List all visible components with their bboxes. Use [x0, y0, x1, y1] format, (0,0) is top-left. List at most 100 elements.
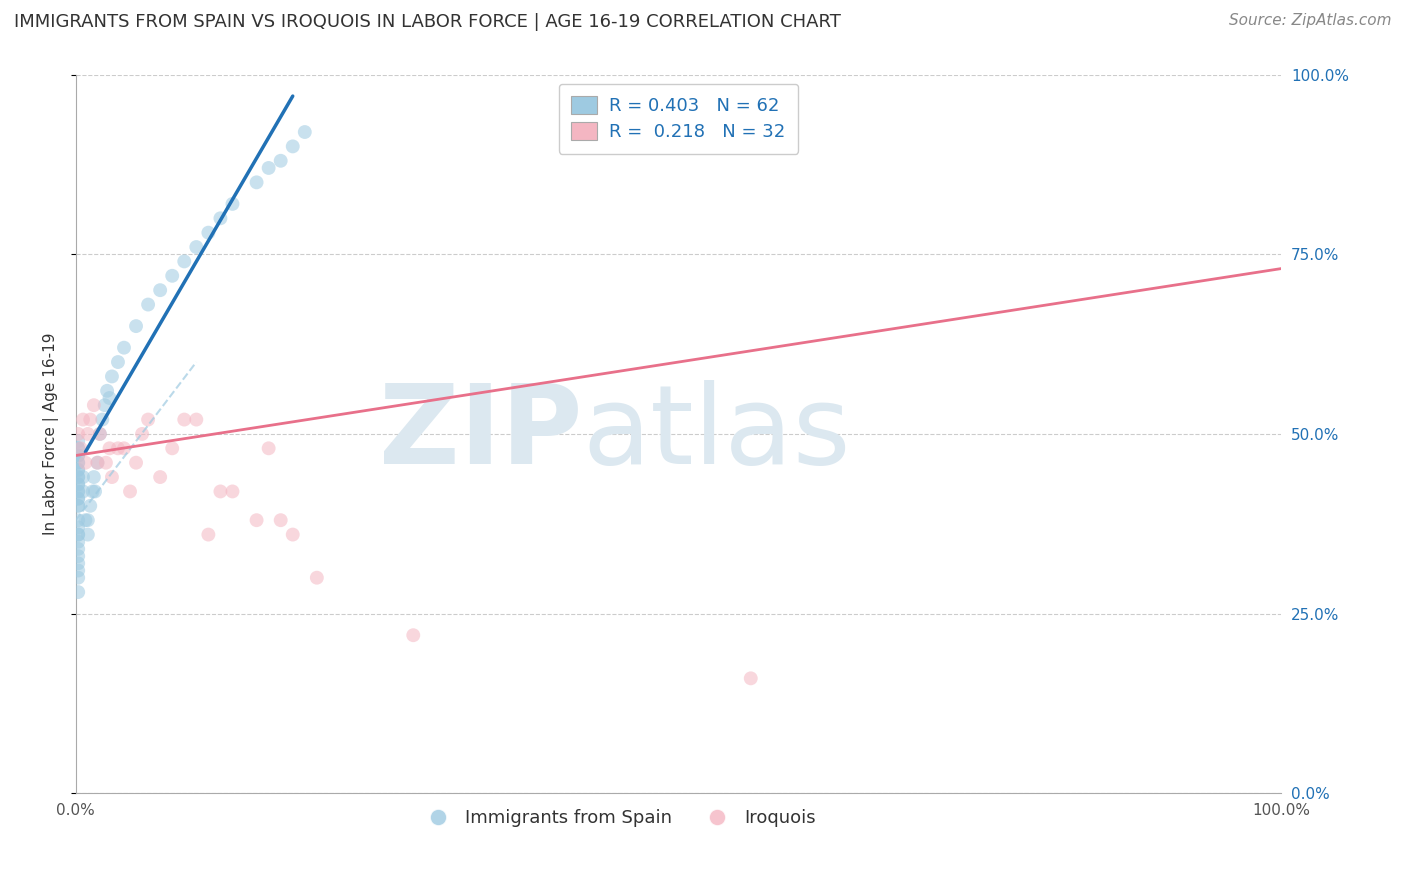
Point — [101, 470, 124, 484]
Point — [67, 549, 90, 563]
Point — [197, 226, 219, 240]
Point — [136, 297, 159, 311]
Point — [186, 412, 208, 426]
Point — [67, 442, 90, 456]
Point — [270, 513, 292, 527]
Point — [245, 513, 267, 527]
Point — [67, 449, 90, 463]
Point — [67, 470, 90, 484]
Point — [72, 484, 94, 499]
Point — [67, 484, 90, 499]
Point — [94, 456, 117, 470]
Point — [149, 283, 172, 297]
Point — [67, 571, 90, 585]
Text: Source: ZipAtlas.com: Source: ZipAtlas.com — [1229, 13, 1392, 29]
Point — [209, 484, 232, 499]
Point — [89, 426, 111, 441]
Point — [67, 491, 90, 506]
Point — [125, 319, 148, 334]
Point — [101, 369, 124, 384]
Point — [294, 125, 316, 139]
Point — [173, 254, 195, 268]
Point — [76, 513, 98, 527]
Point — [67, 477, 90, 491]
Y-axis label: In Labor Force | Age 16-19: In Labor Force | Age 16-19 — [44, 333, 59, 535]
Point — [67, 520, 90, 534]
Point — [257, 161, 280, 175]
Point — [221, 197, 243, 211]
Legend: Immigrants from Spain, Iroquois: Immigrants from Spain, Iroquois — [413, 802, 824, 835]
Point — [67, 513, 90, 527]
Point — [86, 456, 108, 470]
Point — [96, 384, 118, 398]
Point — [257, 442, 280, 456]
Point — [84, 484, 107, 499]
Point — [67, 527, 90, 541]
Point — [107, 442, 129, 456]
Point — [173, 412, 195, 426]
Point — [112, 341, 135, 355]
Point — [67, 434, 90, 449]
Point — [197, 527, 219, 541]
Point — [402, 628, 425, 642]
Point — [149, 470, 172, 484]
Point — [221, 484, 243, 499]
Point — [67, 477, 90, 491]
Point — [72, 470, 94, 484]
Point — [118, 484, 141, 499]
Point — [245, 175, 267, 189]
Point — [86, 456, 108, 470]
Point — [72, 412, 94, 426]
Point — [160, 442, 183, 456]
Point — [270, 153, 292, 168]
Point — [125, 456, 148, 470]
Point — [67, 541, 90, 556]
Point — [69, 442, 91, 456]
Point — [67, 442, 90, 456]
Point — [67, 449, 90, 463]
Point — [67, 470, 90, 484]
Point — [67, 456, 90, 470]
Point — [75, 513, 97, 527]
Point — [98, 391, 121, 405]
Point — [98, 442, 121, 456]
Text: IMMIGRANTS FROM SPAIN VS IROQUOIS IN LABOR FORCE | AGE 16-19 CORRELATION CHART: IMMIGRANTS FROM SPAIN VS IROQUOIS IN LAB… — [14, 13, 841, 31]
Point — [281, 527, 304, 541]
Point — [131, 426, 153, 441]
Point — [107, 355, 129, 369]
Point — [67, 484, 90, 499]
Point — [83, 398, 105, 412]
Point — [67, 426, 90, 441]
Point — [82, 484, 104, 499]
Point — [76, 426, 98, 441]
Point — [305, 571, 328, 585]
Point — [67, 499, 90, 513]
Point — [67, 527, 90, 541]
Point — [89, 426, 111, 441]
Point — [83, 470, 105, 484]
Point — [740, 671, 762, 685]
Point — [91, 412, 114, 426]
Text: ZIP: ZIP — [378, 380, 582, 487]
Point — [160, 268, 183, 283]
Point — [79, 499, 101, 513]
Point — [67, 463, 90, 477]
Point — [112, 442, 135, 456]
Point — [67, 534, 90, 549]
Point — [79, 412, 101, 426]
Point — [281, 139, 304, 153]
Point — [75, 456, 97, 470]
Point — [67, 564, 90, 578]
Point — [67, 456, 90, 470]
Text: atlas: atlas — [582, 380, 851, 487]
Point — [76, 527, 98, 541]
Point — [209, 211, 232, 226]
Point — [93, 398, 115, 412]
Point — [67, 499, 90, 513]
Point — [67, 491, 90, 506]
Point — [67, 557, 90, 571]
Point — [67, 585, 90, 599]
Point — [67, 463, 90, 477]
Point — [136, 412, 159, 426]
Point — [186, 240, 208, 254]
